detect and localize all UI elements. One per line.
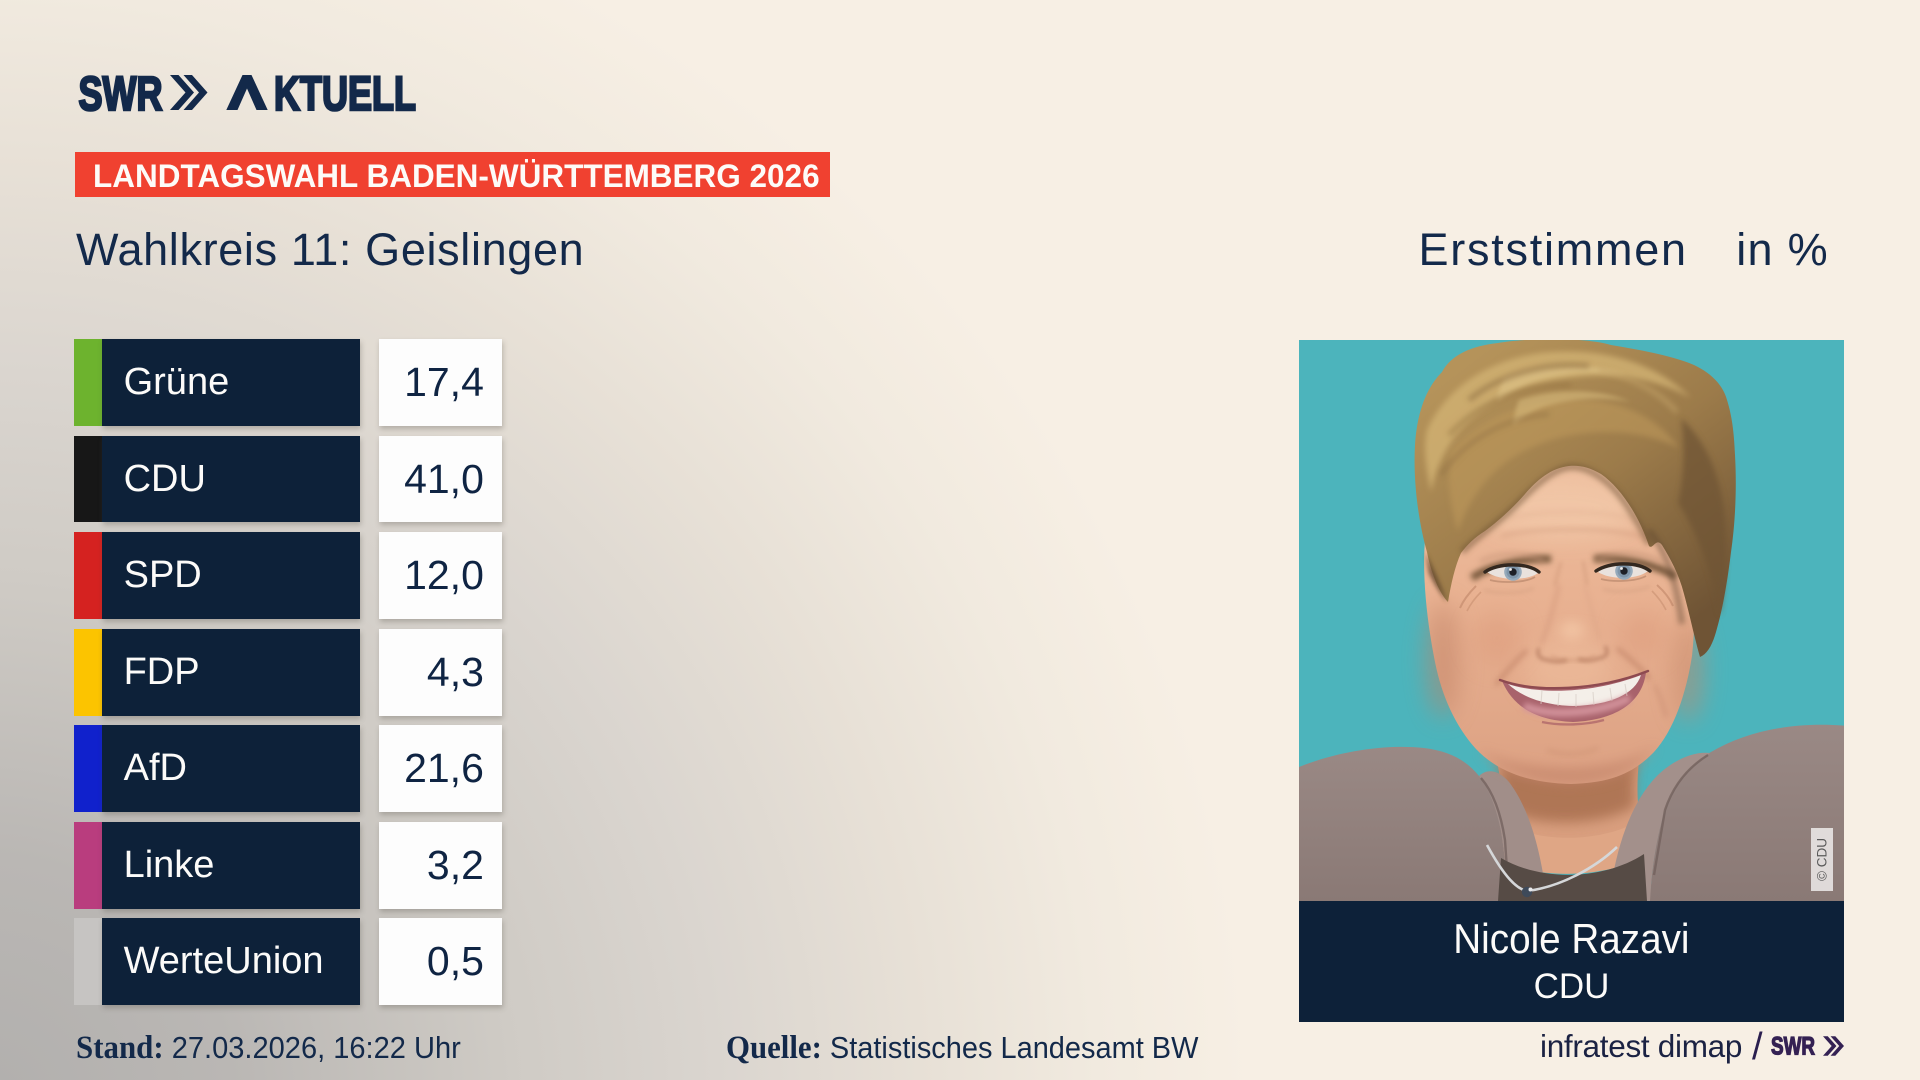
svg-text:SWR: SWR: [1771, 1033, 1815, 1059]
svg-text:© CDU: © CDU: [1815, 838, 1830, 881]
svg-text:SWR: SWR: [79, 68, 163, 121]
svg-text:KTUELL: KTUELL: [274, 68, 416, 121]
